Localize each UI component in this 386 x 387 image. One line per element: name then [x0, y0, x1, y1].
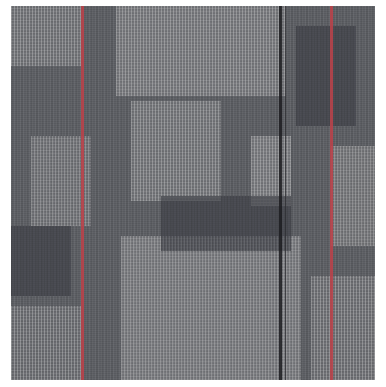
texture-block-far-right: [331, 146, 375, 246]
texture-block-top-left: [11, 6, 81, 66]
texture-block-top-center: [116, 6, 286, 96]
carpet-tile: [11, 6, 375, 380]
texture-block-center: [131, 101, 221, 201]
texture-block-bottom-left: [11, 306, 81, 380]
dark-block-upper-right: [296, 26, 356, 126]
texture-block-bottom-center: [121, 236, 301, 380]
red-stripe-left: [81, 6, 84, 380]
black-stripe-thin: [285, 6, 286, 380]
texture-block-bottom-right: [311, 276, 375, 380]
black-stripe-center: [279, 6, 282, 380]
texture-block-right-mid: [251, 136, 291, 206]
dark-block-center: [161, 196, 291, 251]
dark-block-left: [11, 226, 71, 296]
red-stripe-right: [330, 6, 333, 380]
